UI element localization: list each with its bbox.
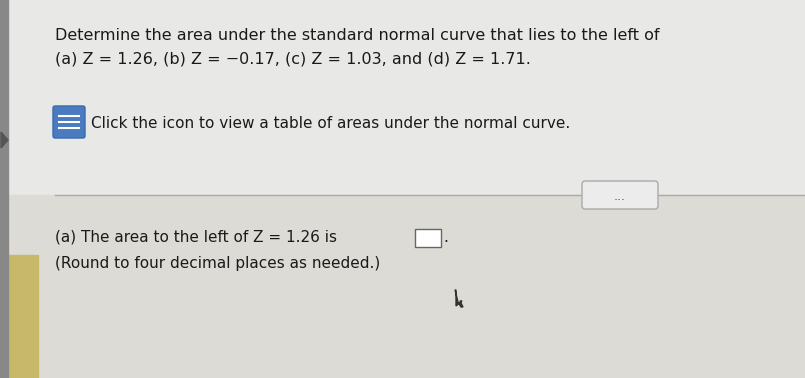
Polygon shape <box>455 290 463 307</box>
Text: (a) Z = 1.26, (b) Z = −0.17, (c) Z = 1.03, and (d) Z = 1.71.: (a) Z = 1.26, (b) Z = −0.17, (c) Z = 1.0… <box>55 52 530 67</box>
Text: (Round to four decimal places as needed.): (Round to four decimal places as needed.… <box>55 256 380 271</box>
Text: (a) The area to the left of Z = 1.26 is: (a) The area to the left of Z = 1.26 is <box>55 230 337 245</box>
FancyBboxPatch shape <box>53 106 85 138</box>
Bar <box>0 195 805 378</box>
FancyBboxPatch shape <box>582 181 658 209</box>
Bar <box>415 229 441 247</box>
Bar <box>8 255 38 378</box>
Text: Click the icon to view a table of areas under the normal curve.: Click the icon to view a table of areas … <box>91 116 570 132</box>
Text: ...: ... <box>614 189 626 203</box>
Bar <box>0 0 8 378</box>
Text: .: . <box>443 230 448 245</box>
Text: Determine the area under the standard normal curve that lies to the left of: Determine the area under the standard no… <box>55 28 659 43</box>
Polygon shape <box>1 132 8 148</box>
